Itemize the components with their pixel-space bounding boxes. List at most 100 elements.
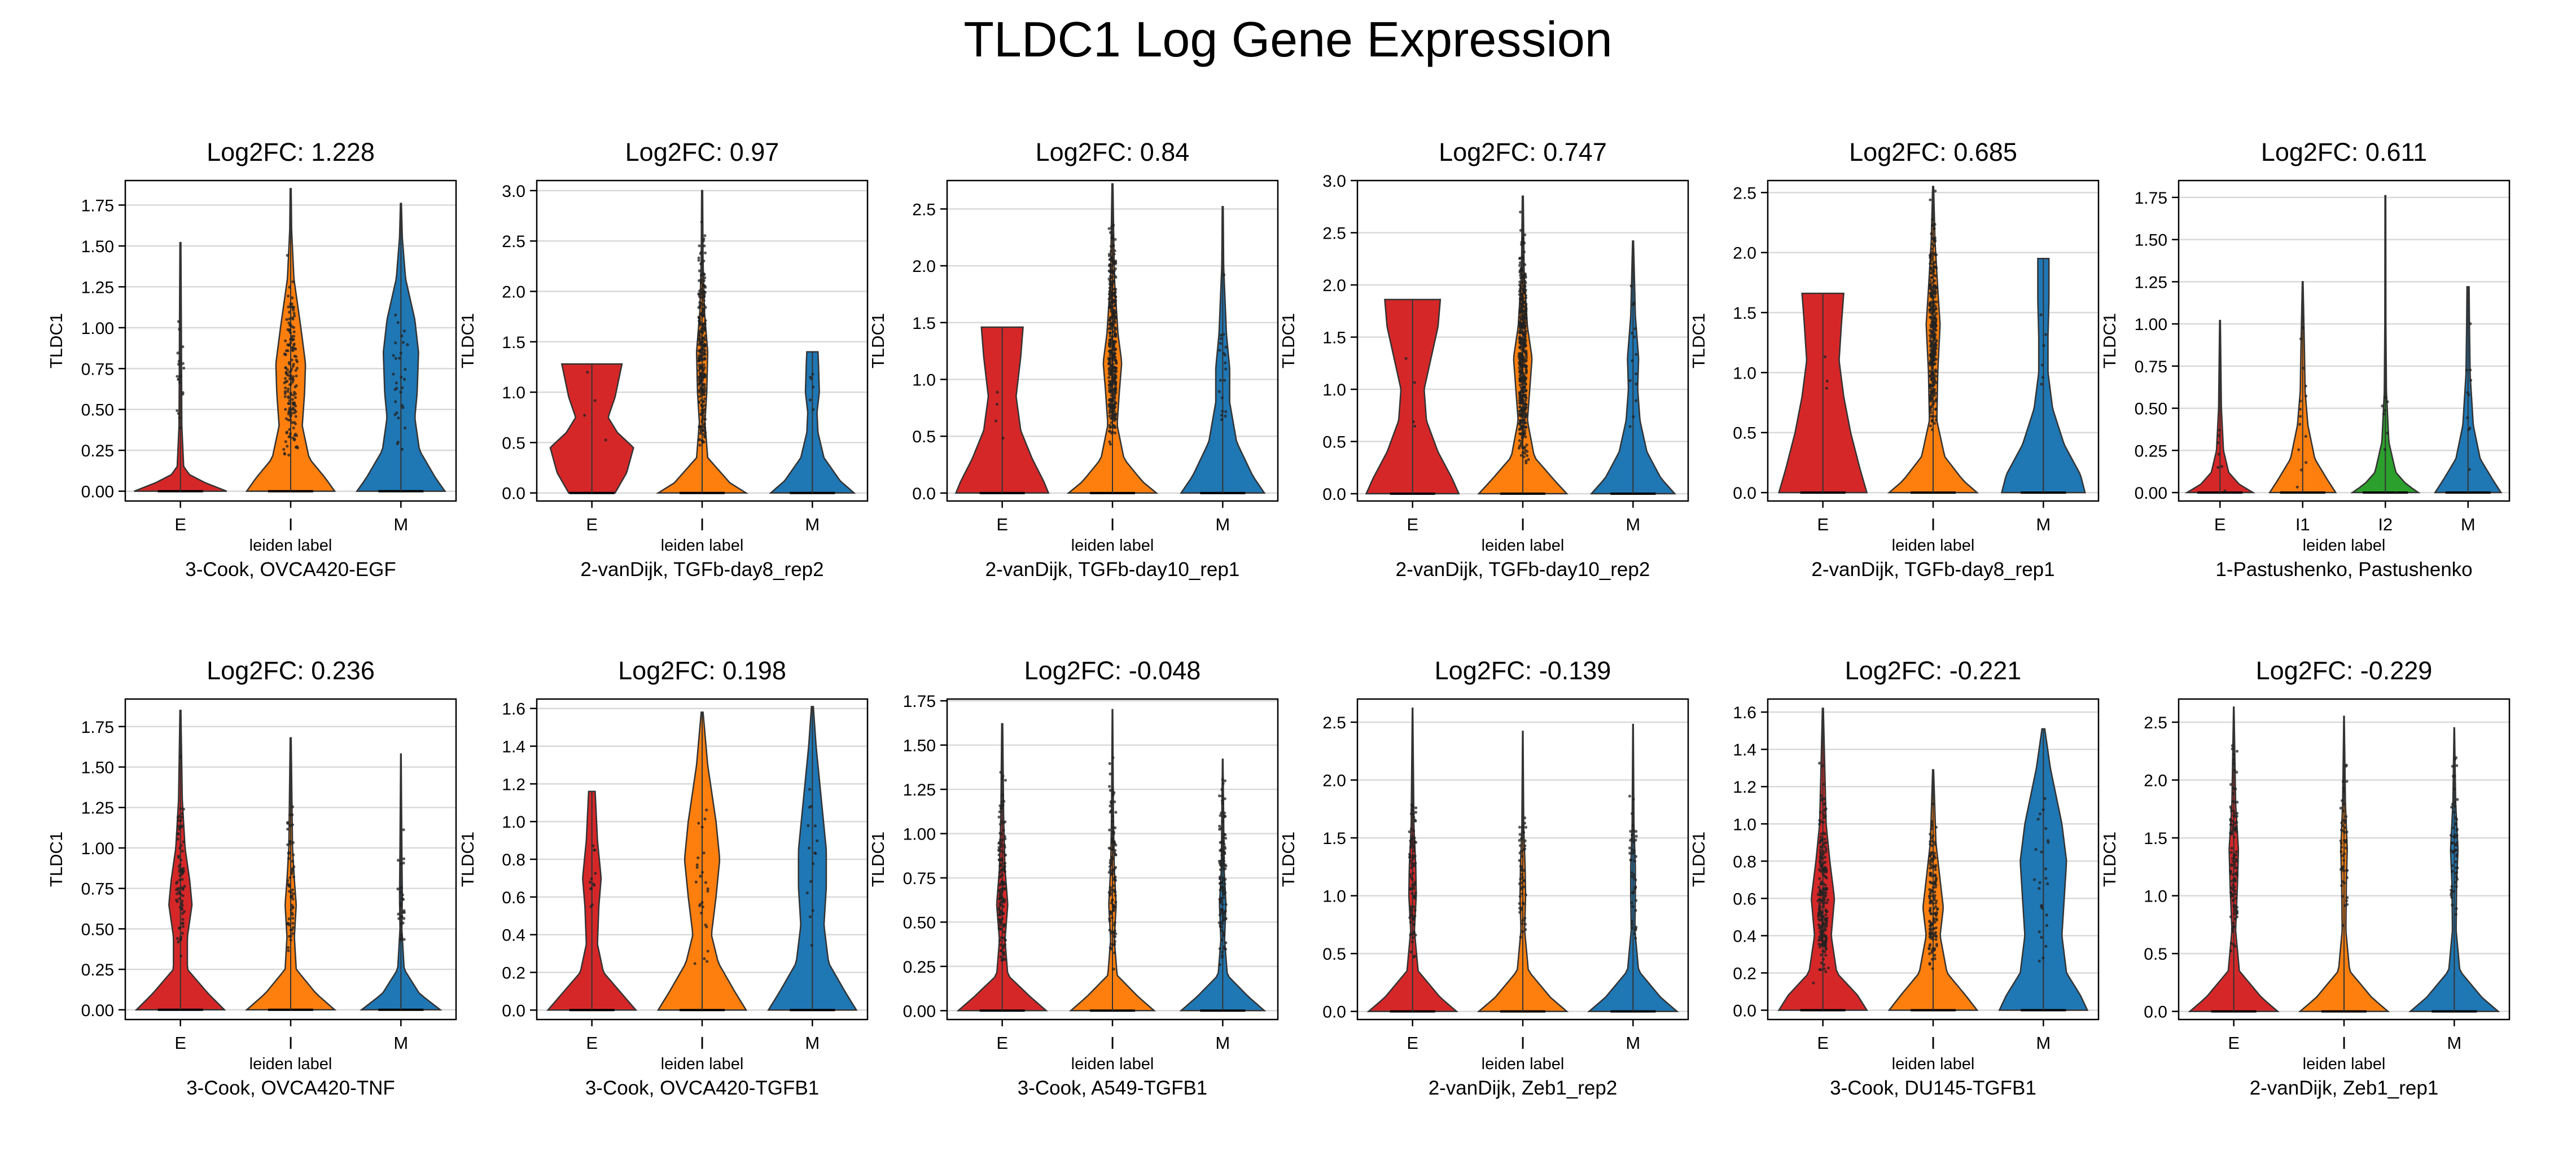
data-point — [703, 436, 707, 439]
data-point — [401, 893, 404, 897]
data-point — [1114, 238, 1117, 241]
data-point — [702, 390, 706, 394]
data-point — [1929, 316, 1933, 319]
data-point — [1524, 322, 1527, 325]
data-point — [698, 382, 701, 385]
data-point — [1822, 905, 1825, 908]
data-point — [1111, 301, 1115, 304]
data-point — [1518, 359, 1522, 363]
data-point — [1935, 944, 1938, 947]
data-point — [1114, 392, 1117, 396]
data-point — [292, 343, 296, 347]
data-point — [1412, 922, 1416, 926]
data-point — [181, 912, 185, 915]
data-point — [1114, 326, 1117, 329]
data-point — [2299, 415, 2302, 418]
data-point — [292, 401, 296, 405]
data-point — [1519, 391, 1523, 394]
data-point — [1522, 315, 1526, 319]
data-point — [1224, 863, 1227, 867]
data-point — [288, 410, 291, 414]
data-point — [703, 338, 707, 341]
data-point — [1111, 788, 1114, 792]
x-axis-label: leiden label — [2303, 1055, 2386, 1073]
data-point — [1931, 293, 1934, 296]
data-point — [1414, 891, 1417, 895]
data-point — [291, 407, 295, 411]
data-point — [1929, 262, 1932, 265]
data-point — [1109, 244, 1113, 248]
data-point — [2454, 805, 2457, 808]
data-point — [1634, 909, 1637, 912]
data-point — [1112, 416, 1115, 419]
data-point — [1523, 375, 1526, 379]
data-point — [2231, 747, 2234, 750]
data-point — [1114, 288, 1118, 291]
data-point — [2041, 376, 2045, 379]
data-point — [402, 911, 406, 914]
data-point — [1518, 293, 1521, 296]
data-point — [177, 412, 180, 415]
data-point — [1825, 920, 1828, 923]
x-tick-label: M — [2447, 1033, 2461, 1053]
y-tick-label: 1.00 — [903, 825, 936, 843]
data-point — [1631, 824, 1635, 827]
data-point — [703, 244, 706, 248]
data-point — [1823, 802, 1826, 806]
data-point — [2451, 903, 2454, 907]
data-point — [1821, 843, 1825, 846]
data-point — [1112, 884, 1115, 887]
data-point — [1413, 908, 1417, 912]
data-point — [1220, 811, 1223, 815]
data-point — [2230, 831, 2233, 834]
data-point — [1414, 841, 1418, 844]
data-point — [1930, 254, 1934, 258]
panel-subtitle: 2-vanDijk, TGFb-day8_rep1 — [1811, 559, 2054, 581]
data-point — [1412, 905, 1416, 909]
x-tick-label: E — [2228, 1033, 2240, 1053]
data-point — [1222, 911, 1225, 915]
x-tick-label: M — [2036, 1033, 2051, 1053]
data-point — [1003, 854, 1006, 857]
data-point — [813, 851, 817, 855]
plot-frame — [536, 698, 869, 1021]
data-point — [995, 402, 999, 406]
data-point — [1114, 295, 1118, 299]
data-point — [1929, 943, 1932, 946]
data-point — [999, 943, 1002, 947]
data-point — [1825, 876, 1828, 880]
data-point — [289, 341, 292, 345]
y-tick-label: 1.00 — [81, 840, 114, 858]
data-point — [1519, 318, 1523, 321]
data-point — [1631, 891, 1635, 895]
data-point — [2040, 904, 2043, 907]
data-point — [292, 335, 296, 338]
y-tick-label: 1.75 — [903, 692, 936, 711]
data-point — [398, 938, 402, 941]
data-point — [1521, 892, 1524, 895]
data-point — [1824, 925, 1828, 929]
data-point — [2229, 949, 2233, 952]
data-point — [1112, 903, 1115, 907]
data-point — [700, 327, 704, 330]
data-point — [1634, 838, 1637, 842]
data-point — [1929, 393, 1933, 397]
data-point — [2233, 904, 2237, 908]
x-axis-label: leiden label — [1892, 537, 1975, 555]
y-tick-label: 1.25 — [903, 781, 936, 799]
data-point — [1824, 891, 1828, 895]
data-point — [1114, 259, 1118, 263]
data-point — [1934, 885, 1937, 889]
data-point — [1412, 857, 1415, 860]
data-point — [1520, 376, 1523, 379]
data-point — [1109, 397, 1112, 401]
data-point — [1821, 921, 1825, 924]
data-point — [1523, 285, 1527, 288]
data-point — [2343, 831, 2346, 834]
data-point — [2218, 428, 2221, 432]
data-point — [290, 903, 293, 907]
data-point — [1409, 905, 1413, 908]
data-point — [1113, 377, 1116, 380]
panel-subtitle: 3-Cook, A549-TGFB1 — [1018, 1077, 1208, 1099]
